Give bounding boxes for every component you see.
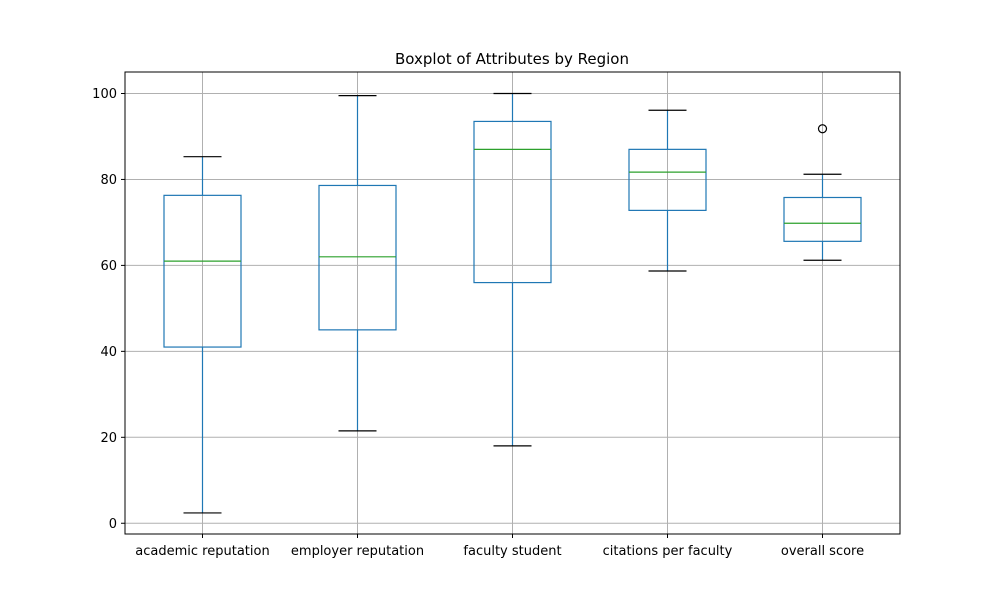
- y-tick-label: 100: [92, 87, 117, 102]
- x-tick-label: faculty student: [463, 544, 561, 559]
- box-series: [163, 92, 862, 514]
- y-tick-label: 60: [100, 259, 117, 274]
- iqr-box: [473, 120, 552, 284]
- y-tick-label: 80: [100, 173, 117, 188]
- x-tick-label: academic reputation: [135, 544, 269, 559]
- iqr-box: [163, 194, 242, 348]
- y-tick-label: 40: [100, 345, 117, 360]
- outlier-point: [817, 124, 828, 134]
- y-tick-label: 0: [109, 517, 117, 532]
- x-tick-label: employer reputation: [291, 544, 424, 559]
- x-tick-label: overall score: [781, 544, 864, 559]
- axis-ticks: 0 20 40 60 80 100 academic reputation employer …: [92, 87, 864, 559]
- iqr-box: [628, 148, 707, 211]
- y-tick-label: 20: [100, 431, 117, 446]
- x-tick-label: citations per faculty: [603, 544, 733, 559]
- iqr-box: [318, 184, 397, 331]
- chart-title: Boxplot of Attributes by Region: [395, 50, 629, 68]
- iqr-box: [783, 196, 862, 242]
